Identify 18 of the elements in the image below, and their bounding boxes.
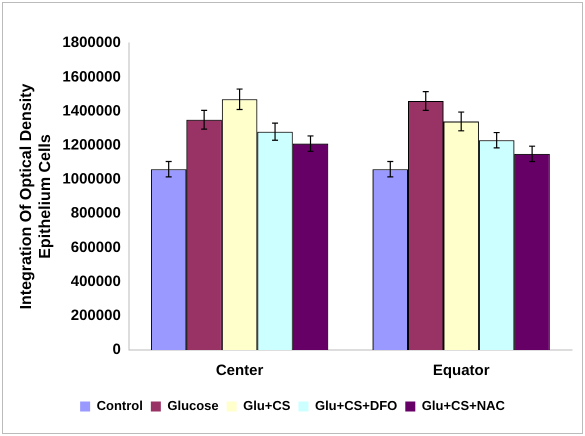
x-tick-label: Center xyxy=(216,362,264,380)
y-tick-label: 0 xyxy=(112,341,121,358)
x-tick-label: Equator xyxy=(432,362,490,380)
legend-label: Glu+CS+NAC xyxy=(422,398,506,414)
legend-label: Glu+CS+DFO xyxy=(314,398,398,414)
y-tick-label: 1800000 xyxy=(62,34,121,52)
legend-label: Control xyxy=(96,398,143,414)
y-tick-label: 800000 xyxy=(70,204,121,222)
legend-label: Glu+CS xyxy=(243,398,291,414)
y-tick-label: 1200000 xyxy=(62,136,121,154)
y-tick-label: 1600000 xyxy=(62,68,121,86)
legend-label: Glucose xyxy=(167,398,219,414)
y-tick-label: 200000 xyxy=(70,307,121,324)
y-tick-label: 1000000 xyxy=(62,170,121,188)
y-tick-label: 1400000 xyxy=(62,102,121,120)
y-axis-title: Integration Of Optical Density Epithelium Cells xyxy=(18,84,54,310)
y-tick-label: 600000 xyxy=(70,238,121,256)
y-tick-label: 400000 xyxy=(70,272,121,290)
